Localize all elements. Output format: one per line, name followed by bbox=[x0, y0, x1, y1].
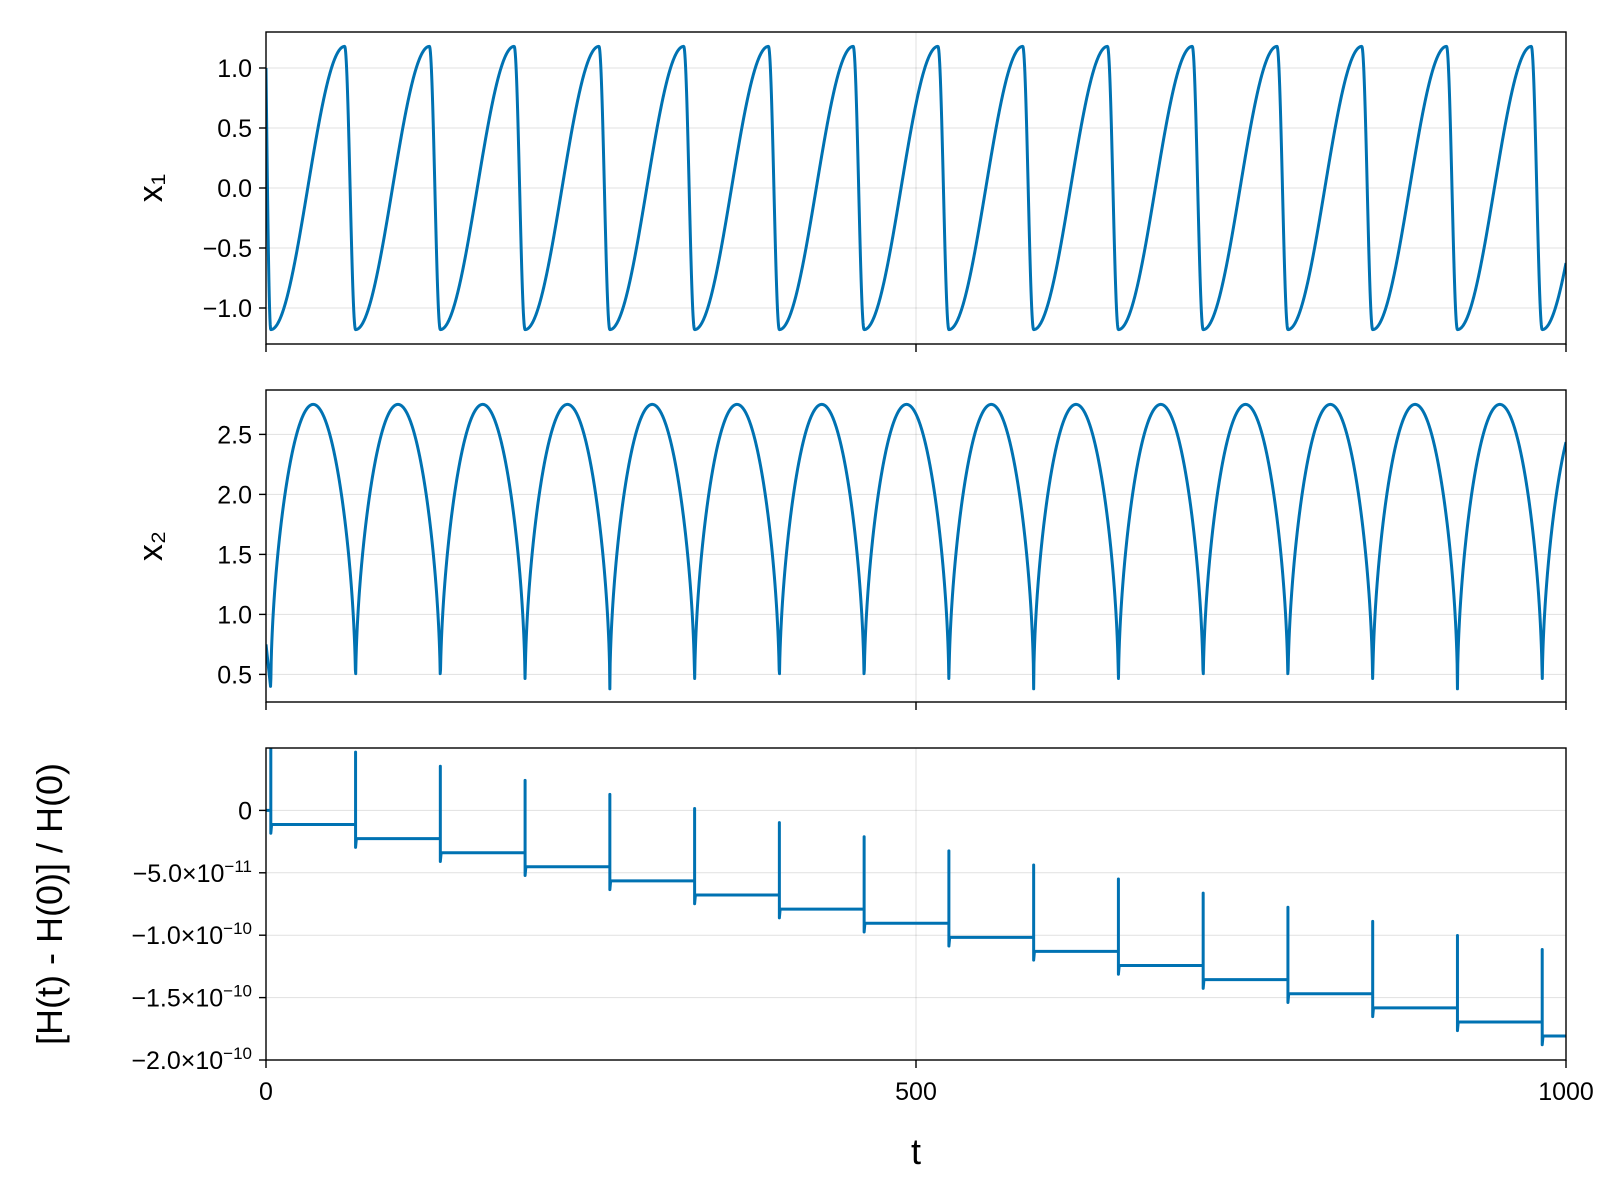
y-tick-label: 1.0 bbox=[217, 55, 252, 83]
panel-x2: 2.5 2.0 1.5 1.0 0.5 x₂ bbox=[132, 389, 1567, 710]
y-tick-label: 0.5 bbox=[217, 661, 252, 689]
y-tick-label: 1.5 bbox=[217, 541, 252, 569]
series-line bbox=[266, 402, 1566, 691]
y-tick-label: −1.5×10−10 bbox=[131, 982, 252, 1013]
y-tick-label: −1.0 bbox=[203, 295, 252, 323]
y-tick-label: −1.0×10−10 bbox=[131, 919, 252, 950]
panel-x1: 1.0 0.5 0.0 −0.5 −1.0 x₁ bbox=[132, 31, 1567, 352]
y-tick-label: 2.0 bbox=[217, 481, 252, 509]
y-tick-label: 0.5 bbox=[217, 115, 252, 143]
x-tick-label: 0 bbox=[259, 1078, 273, 1106]
y-axis-label: x₂ bbox=[132, 531, 170, 561]
y-tick-label: −5.0×10−11 bbox=[133, 857, 252, 888]
y-tick-label: 0 bbox=[238, 797, 252, 825]
x-tick-label: 1000 bbox=[1538, 1078, 1594, 1106]
x-axis-label: t bbox=[911, 1131, 921, 1172]
y-tick-label: 1.0 bbox=[217, 601, 252, 629]
x-tick-label: 500 bbox=[895, 1078, 937, 1106]
y-tick-label: −2.0×10−10 bbox=[131, 1044, 252, 1075]
y-tick-label: 0.0 bbox=[217, 175, 252, 203]
series-line bbox=[266, 748, 1566, 1047]
y-axis-label: [H(t) - H(0)] / H(0) bbox=[29, 763, 70, 1045]
y-tick-label: −0.5 bbox=[203, 235, 252, 263]
y-tick-label: 2.5 bbox=[217, 421, 252, 449]
series-line bbox=[266, 44, 1566, 332]
y-axis-label: x₁ bbox=[132, 174, 170, 202]
panel-energy-error: 0 −5.0×10−11 −1.0×10−10 −1.5×10−10 −2.0×10−1… bbox=[29, 747, 1594, 1172]
